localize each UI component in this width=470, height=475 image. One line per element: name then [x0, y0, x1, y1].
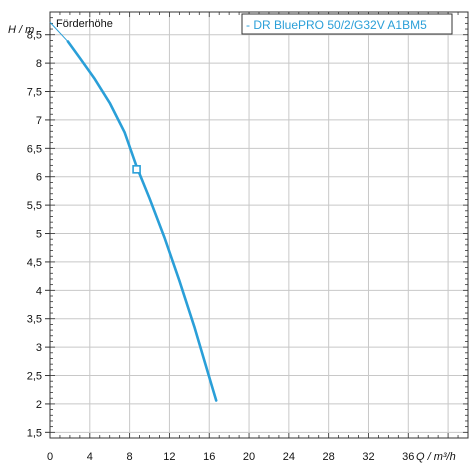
x-tick-label: 20: [243, 451, 255, 463]
x-tick-label: 32: [362, 451, 374, 463]
y-tick-label: 7: [36, 115, 42, 127]
y-tick-label: 5: [36, 229, 42, 241]
y-axis-label: H / m: [8, 24, 34, 36]
y-tick-label: 6,5: [27, 143, 42, 155]
x-tick-label: 24: [283, 451, 295, 463]
y-tick-labels: 1,5 2 2,5 3 3,5 4 4,5 5 5,5 6 6,5 7 7,5 8 8,5: [27, 30, 42, 440]
x-tick-label: 0: [47, 451, 53, 463]
x-tick-label: 28: [323, 451, 335, 463]
y-tick-label: 2,5: [27, 371, 42, 383]
series-layer: [49, 21, 218, 402]
x-tick-label: 8: [127, 451, 133, 463]
x-tick-label: 36: [402, 451, 414, 463]
x-tick-label: 4: [87, 451, 93, 463]
legend-box: [241, 13, 453, 35]
y-tick-label: 4,5: [27, 257, 42, 269]
y-tick-label: 1,5: [27, 427, 42, 439]
y-tick-label: 6: [36, 172, 42, 184]
series-line-dr-bluepro: [66, 40, 218, 402]
y-tick-label: 3: [36, 342, 42, 354]
y-tick-label: 4: [36, 285, 42, 297]
y-tick-label: 2: [36, 399, 42, 411]
x-tick-label: 12: [163, 451, 175, 463]
operating-point-marker: [132, 165, 141, 174]
x-tick-labels: 0 4 8 12 16 20 24 28 32 36: [47, 451, 414, 463]
y-tick-label: 5,5: [27, 200, 42, 212]
chart-title: Förderhöhe: [56, 18, 113, 30]
y-tick-label: 7,5: [27, 87, 42, 99]
grid-lines: [49, 12, 468, 438]
minor-ticks: [45, 11, 469, 439]
y-tick-label: 8,5: [27, 30, 42, 42]
y-tick-label: 3,5: [27, 314, 42, 326]
x-axis-label: Q / m³/h: [416, 451, 456, 463]
plot-frame: [49, 11, 469, 439]
y-tick-label: 8: [36, 58, 42, 70]
x-tick-label: 16: [203, 451, 215, 463]
legend: - DR BluePRO 50/2/G32V A1BM5: [241, 13, 453, 35]
legend-entry: - DR BluePRO 50/2/G32V A1BM5: [246, 18, 427, 32]
curve-extrapolation-line: [49, 21, 69, 42]
